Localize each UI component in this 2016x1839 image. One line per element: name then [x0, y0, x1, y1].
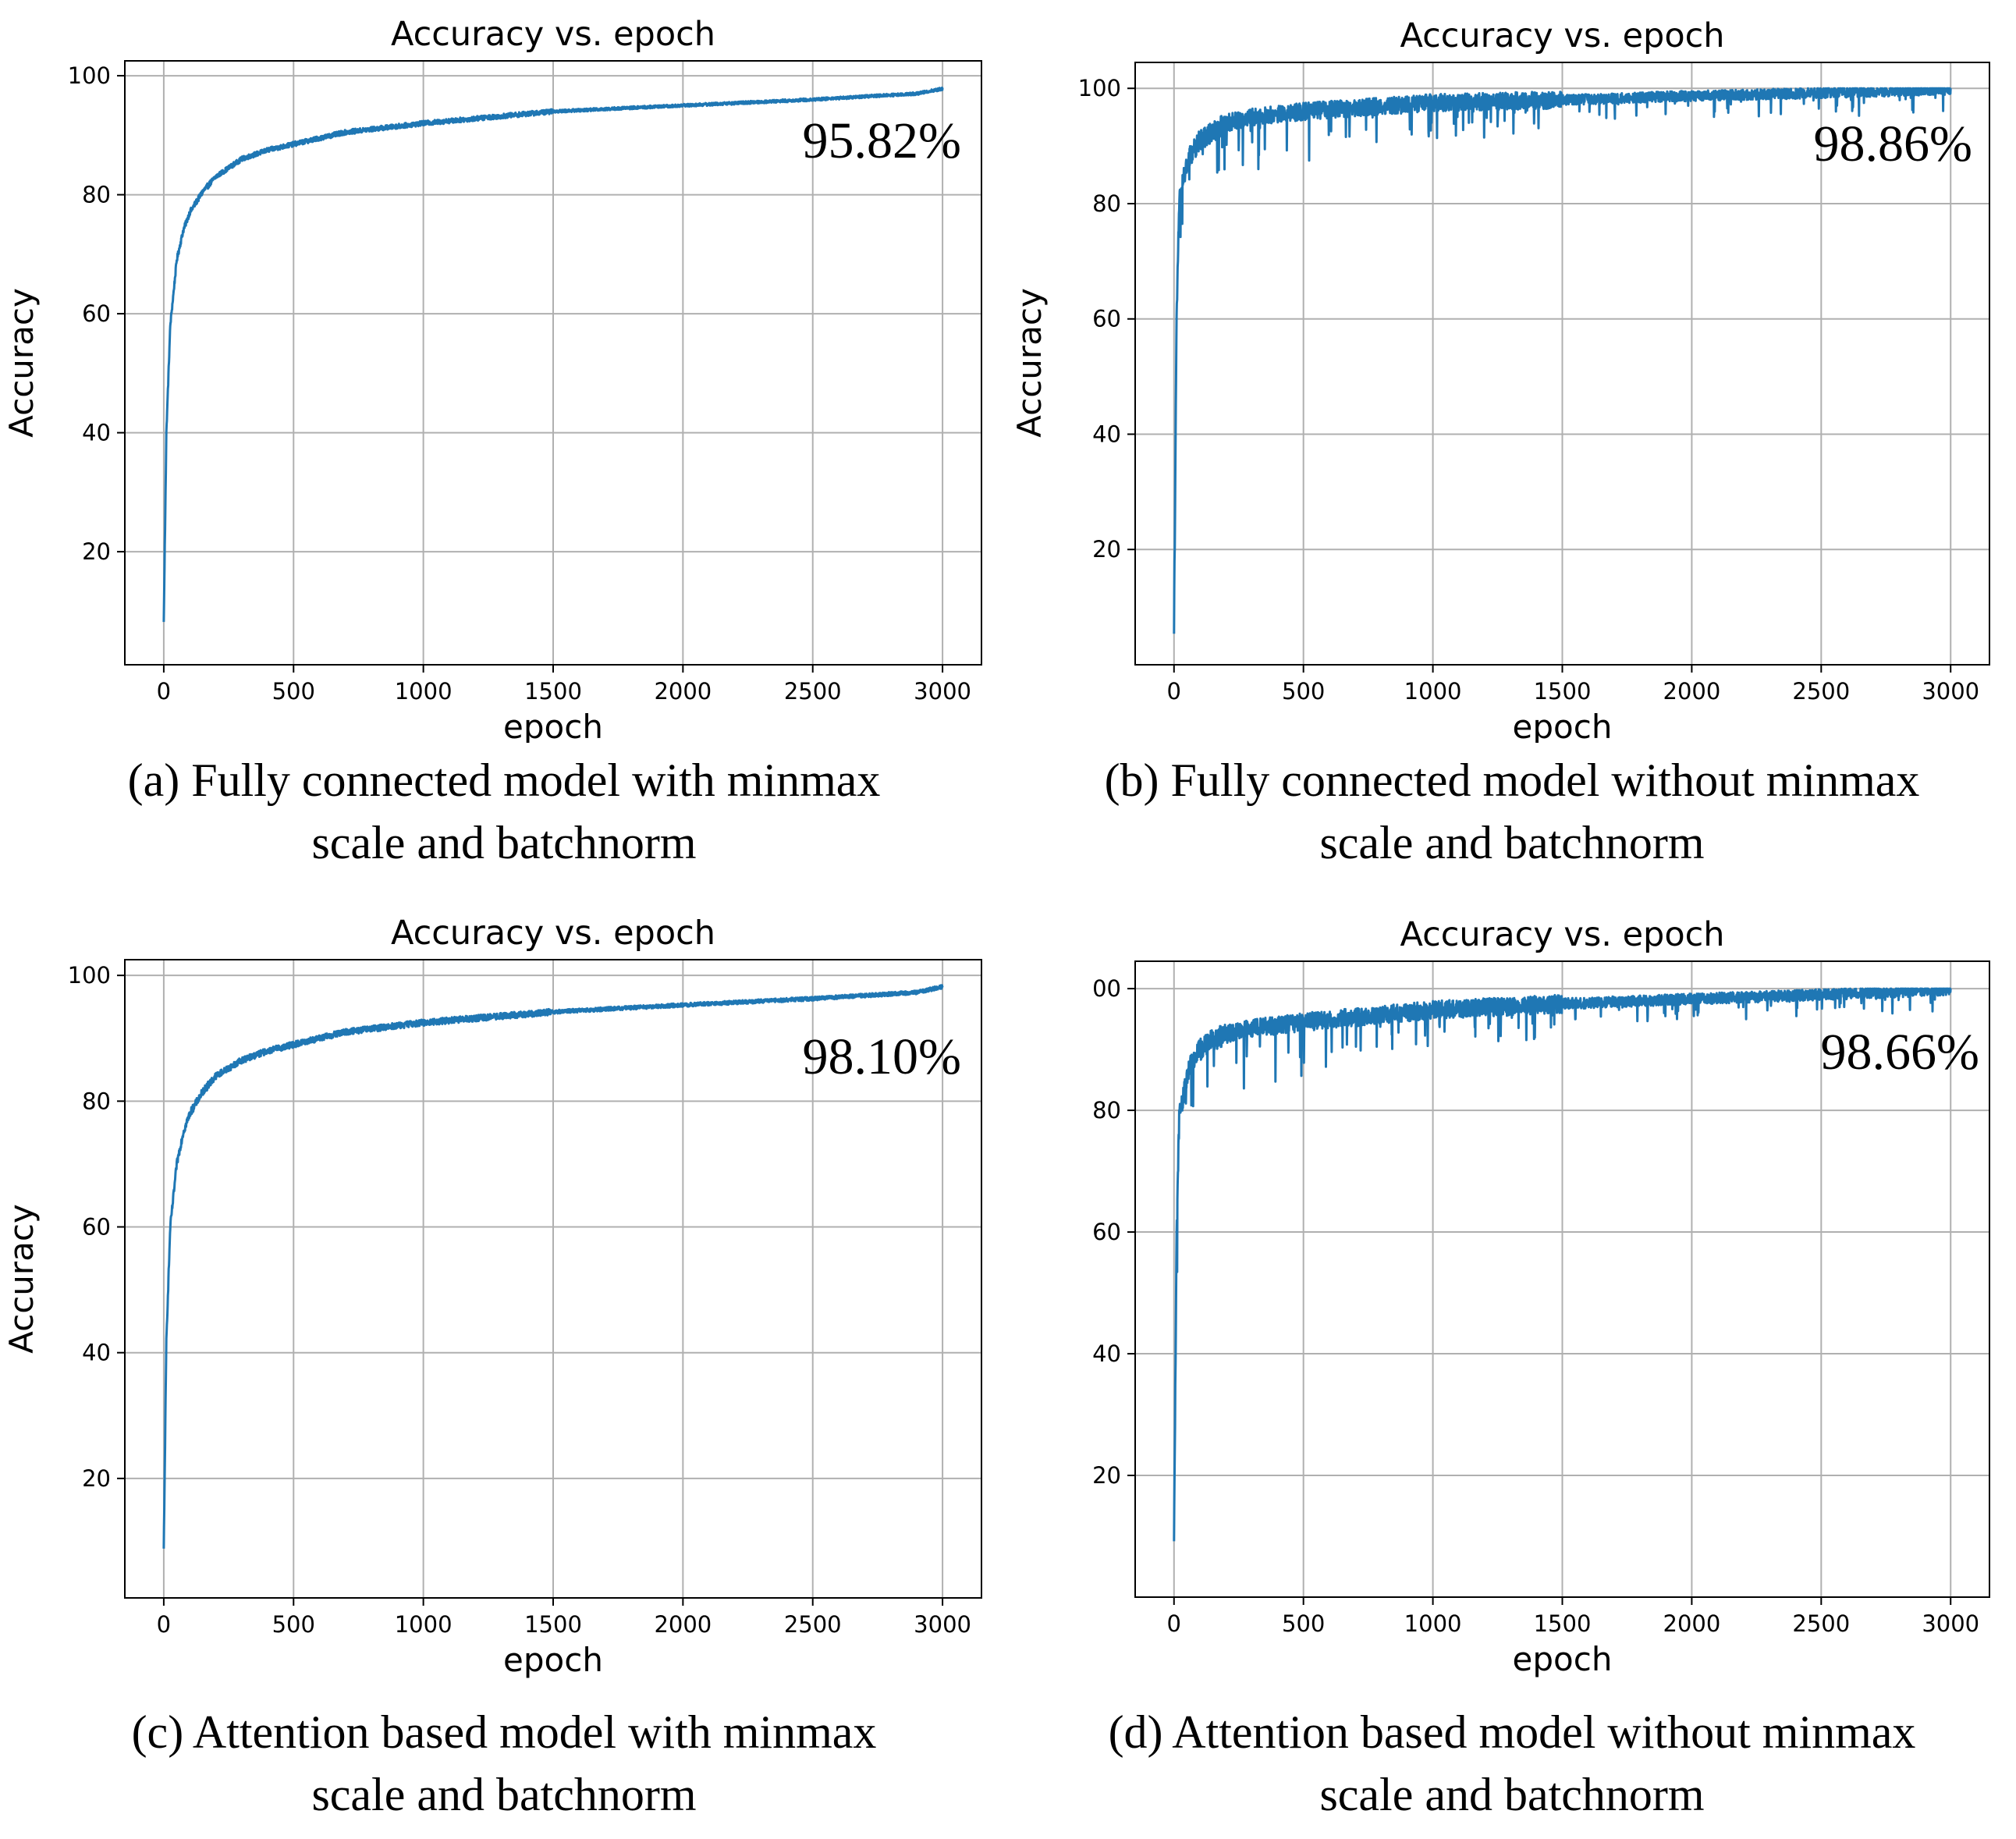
- final-accuracy-annotation: 98.66%: [1821, 1024, 1979, 1081]
- caption-d: (d) Attention based model without minmax…: [1008, 1701, 2016, 1826]
- caption-line: scale and batchnorm: [1319, 817, 1705, 868]
- x-tick-label: 1500: [1534, 678, 1592, 705]
- caption-line: (a) Fully connected model with minmax: [127, 754, 881, 806]
- y-tick-label: 100: [1078, 75, 1121, 101]
- y-tick-label: 60: [1092, 306, 1121, 332]
- x-tick-label: 1000: [395, 1611, 453, 1638]
- x-tick-label: 2500: [784, 678, 842, 705]
- caption-line: scale and batchnorm: [311, 817, 697, 868]
- chart-svg: Accuracy vs. epoch 0 500 1000 1500 2000 2500 30…: [2, 919, 982, 1679]
- x-axis-label: epoch: [503, 1641, 603, 1679]
- x-tick-label: 1500: [1534, 1610, 1592, 1637]
- y-tick-label: 80: [82, 1088, 111, 1114]
- x-tick-label: 3000: [914, 1611, 971, 1638]
- series-line-accuracy: [1173, 87, 1952, 634]
- x-tick-label: 2500: [784, 1611, 842, 1638]
- final-accuracy-annotation: 98.10%: [803, 1028, 961, 1085]
- series-line-accuracy: [162, 86, 944, 623]
- chart-title: Accuracy vs. epoch: [1400, 919, 1724, 954]
- x-tick-label: 1000: [1404, 1610, 1462, 1637]
- y-tick-label: 60: [82, 300, 111, 327]
- y-tick-label: 80: [1092, 1097, 1121, 1124]
- y-axis-label: Accuracy: [1010, 288, 1049, 438]
- final-accuracy-annotation: 98.86%: [1814, 115, 1972, 172]
- x-tick-label: 2000: [1663, 678, 1721, 705]
- chart-title: Accuracy vs. epoch: [391, 919, 715, 953]
- chart-title: Accuracy vs. epoch: [1400, 16, 1724, 55]
- y-tick-label: 40: [82, 1340, 111, 1366]
- panel-b: Accuracy vs. epoch 0 500 1000 1500 2000 2500 30…: [1008, 0, 2016, 919]
- x-tick-label: 500: [272, 678, 315, 705]
- x-tick-label: 2500: [1792, 678, 1850, 705]
- x-tick-label: 2000: [1663, 1610, 1721, 1637]
- x-tick-label: 3000: [914, 678, 971, 705]
- x-tick-label: 500: [1282, 678, 1325, 705]
- y-tick-label: 100: [68, 62, 111, 89]
- x-tick-label: 0: [157, 678, 171, 705]
- x-tick-label: 2000: [654, 1611, 712, 1638]
- y-tick-label: 80: [1092, 190, 1121, 217]
- y-tick-label: 80: [82, 182, 111, 208]
- x-tick-label: 1000: [395, 678, 453, 705]
- y-axis-label: Accuracy: [2, 288, 41, 438]
- y-tick-label: 00: [1092, 975, 1121, 1002]
- x-tick-label: 3000: [1922, 678, 1979, 705]
- panel-a: Accuracy vs. epoch 0 500 1000 1500 2000 2500 30…: [0, 0, 1008, 919]
- y-tick-label: 40: [1092, 421, 1121, 447]
- caption-line: (b) Fully connected model without minmax: [1104, 754, 1920, 806]
- caption-line: (d) Attention based model without minmax: [1108, 1706, 1916, 1758]
- x-tick-label: 1000: [1404, 678, 1462, 705]
- x-tick-label: 3000: [1922, 1610, 1979, 1637]
- y-tick-label: 20: [82, 1465, 111, 1492]
- panel-d: Accuracy vs. epoch 0 500 1000 1500 2000 2500 30…: [1008, 919, 2016, 1838]
- caption-b: (b) Fully connected model without minmax…: [1008, 749, 2016, 874]
- y-tick-label: 20: [1092, 536, 1121, 563]
- chart-svg: Accuracy vs. epoch 0 500 1000 1500 2000 2500 30…: [1010, 16, 1990, 743]
- series-line-accuracy: [1173, 987, 1952, 1542]
- final-accuracy-annotation: 95.82%: [803, 112, 961, 169]
- series-line-accuracy: [162, 984, 944, 1549]
- caption-line: scale and batchnorm: [311, 1769, 697, 1820]
- x-axis-label: epoch: [1513, 708, 1613, 743]
- caption-line: (c) Attention based model with minmax: [131, 1706, 877, 1758]
- caption-line: scale and batchnorm: [1319, 1769, 1705, 1820]
- x-tick-label: 1500: [524, 678, 582, 705]
- y-axis-label: Accuracy: [2, 1204, 41, 1354]
- y-tick-label: 20: [1092, 1462, 1121, 1489]
- y-tick-label: 60: [82, 1214, 111, 1241]
- caption-a: (a) Fully connected model with minmax sc…: [0, 749, 1008, 874]
- x-tick-label: 500: [272, 1611, 315, 1638]
- y-tick-label: 40: [82, 420, 111, 446]
- x-tick-label: 0: [1167, 1610, 1181, 1637]
- caption-c: (c) Attention based model with minmax sc…: [0, 1701, 1008, 1826]
- x-tick-label: 1500: [524, 1611, 582, 1638]
- y-tick-label: 40: [1092, 1340, 1121, 1367]
- x-tick-label: 0: [157, 1611, 171, 1638]
- y-tick-label: 100: [68, 962, 111, 989]
- panel-c: Accuracy vs. epoch 0 500 1000 1500 2000 2500 30…: [0, 919, 1008, 1838]
- y-tick-label: 60: [1092, 1219, 1121, 1245]
- x-tick-label: 0: [1167, 678, 1181, 705]
- x-tick-label: 2500: [1792, 1610, 1850, 1637]
- x-tick-label: 2000: [654, 678, 712, 705]
- chart-title: Accuracy vs. epoch: [391, 15, 715, 54]
- chart-svg: Accuracy vs. epoch 0 500 1000 1500 2000 2500 30…: [2, 15, 982, 743]
- x-axis-label: epoch: [1513, 1640, 1613, 1678]
- x-axis-label: epoch: [503, 708, 603, 743]
- x-tick-label: 500: [1282, 1610, 1325, 1637]
- y-tick-label: 20: [82, 538, 111, 565]
